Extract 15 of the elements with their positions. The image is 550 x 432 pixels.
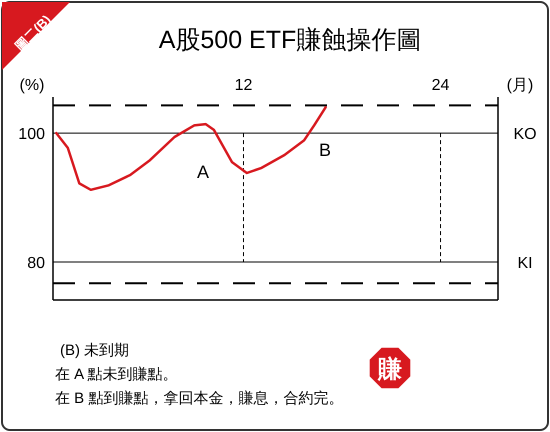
annotation: B (318, 140, 332, 160)
text: 在 B 點到賺點，拿回本金，賺息，合約完。 (55, 390, 344, 407)
text: 賺 (377, 356, 402, 383)
text: (B) 未到期 (60, 342, 130, 359)
y-tick-label: 100 (18, 126, 46, 144)
annotation: A (196, 162, 210, 182)
title: A股500 ETF賺蝕操作圖 (158, 26, 422, 54)
ref-line-label: KO (513, 126, 537, 144)
x-axis-title: (月) (506, 77, 534, 94)
y-tick-label: 80 (27, 254, 46, 272)
y-axis-title: (%) (20, 77, 44, 94)
x-tick-label: 12 (234, 77, 252, 94)
x-tick-label: 24 (432, 77, 450, 94)
text: 在 A 點未到賺點。 (55, 366, 178, 383)
ref-line-label: KI (517, 254, 533, 272)
